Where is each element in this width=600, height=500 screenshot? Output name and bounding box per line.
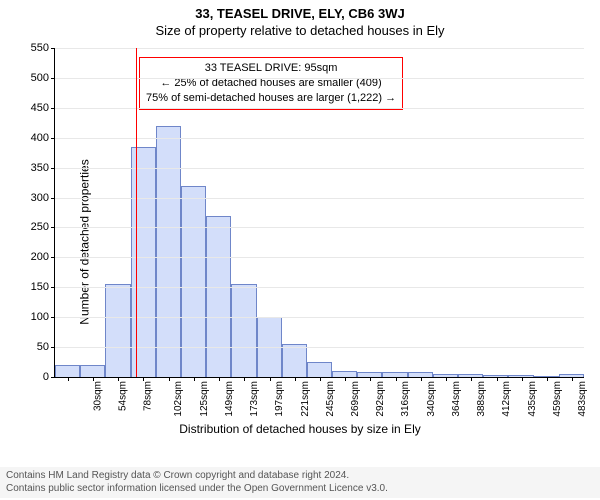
x-tick-mark: [244, 377, 245, 381]
y-tick-label: 500: [31, 72, 55, 84]
histogram-bar: [105, 284, 130, 377]
x-tick-label: 221sqm: [300, 381, 311, 417]
x-tick-mark: [68, 377, 69, 381]
x-tick-mark: [295, 377, 296, 381]
marker-reference-line: [136, 48, 137, 377]
gridline-h: [55, 78, 584, 79]
x-tick-mark: [446, 377, 447, 381]
y-tick-label: 450: [31, 102, 55, 114]
x-tick-label: 388sqm: [476, 381, 487, 417]
x-tick-mark: [421, 377, 422, 381]
x-tick-mark: [194, 377, 195, 381]
annotation-line: 33 TEASEL DRIVE: 95sqm: [146, 61, 396, 76]
gridline-h: [55, 108, 584, 109]
x-tick-label: 78sqm: [143, 381, 154, 411]
histogram-bar: [131, 147, 156, 377]
y-tick-label: 100: [31, 311, 55, 323]
x-tick-mark: [471, 377, 472, 381]
plot-area: 33 TEASEL DRIVE: 95sqm← 25% of detached …: [54, 48, 584, 378]
x-tick-mark: [370, 377, 371, 381]
histogram-bar: [206, 216, 231, 378]
x-tick-label: 459sqm: [552, 381, 563, 417]
x-tick-mark: [93, 377, 94, 381]
x-tick-label: 364sqm: [451, 381, 462, 417]
x-tick-mark: [497, 377, 498, 381]
gridline-h: [55, 287, 584, 288]
x-tick-label: 102sqm: [173, 381, 184, 417]
x-tick-label: 125sqm: [199, 381, 210, 417]
x-tick-label: 292sqm: [375, 381, 386, 417]
x-tick-label: 149sqm: [224, 381, 235, 417]
x-tick-label: 316sqm: [401, 381, 412, 417]
x-tick-mark: [572, 377, 573, 381]
x-tick-mark: [522, 377, 523, 381]
gridline-h: [55, 227, 584, 228]
y-tick-label: 200: [31, 251, 55, 263]
x-tick-mark: [270, 377, 271, 381]
histogram-bar: [80, 365, 105, 377]
footer-line-2: Contains public sector information licen…: [6, 483, 594, 496]
gridline-h: [55, 48, 584, 49]
x-tick-mark: [143, 377, 144, 381]
histogram-bar: [307, 362, 332, 377]
title-subtitle: Size of property relative to detached ho…: [0, 21, 600, 38]
gridline-h: [55, 317, 584, 318]
x-tick-mark: [547, 377, 548, 381]
gridline-h: [55, 168, 584, 169]
annotation-line: 75% of semi-detached houses are larger (…: [146, 91, 396, 106]
histogram-bar: [55, 365, 80, 377]
x-tick-label: 412sqm: [502, 381, 513, 417]
y-tick-label: 50: [37, 341, 55, 353]
x-tick-label: 483sqm: [577, 381, 588, 417]
x-tick-label: 54sqm: [117, 381, 128, 411]
footer-line-1: Contains HM Land Registry data © Crown c…: [6, 470, 594, 483]
histogram-bar: [181, 186, 206, 377]
annotation-box: 33 TEASEL DRIVE: 95sqm← 25% of detached …: [139, 57, 403, 110]
footer: Contains HM Land Registry data © Crown c…: [0, 467, 600, 498]
x-tick-mark: [169, 377, 170, 381]
x-tick-label: 340sqm: [426, 381, 437, 417]
title-main: 33, TEASEL DRIVE, ELY, CB6 3WJ: [0, 0, 600, 21]
gridline-h: [55, 198, 584, 199]
x-tick-mark: [320, 377, 321, 381]
histogram-bar: [231, 284, 256, 377]
x-tick-label: 197sqm: [274, 381, 285, 417]
x-tick-label: 245sqm: [325, 381, 336, 417]
histogram-bar: [559, 374, 584, 377]
y-tick-label: 350: [31, 162, 55, 174]
x-tick-mark: [219, 377, 220, 381]
x-axis-label: Distribution of detached houses by size …: [0, 422, 600, 436]
x-tick-mark: [118, 377, 119, 381]
y-tick-label: 300: [31, 192, 55, 204]
x-tick-label: 173sqm: [249, 381, 260, 417]
y-tick-label: 0: [43, 371, 55, 383]
histogram-bar: [282, 344, 307, 377]
histogram-bar: [156, 126, 181, 377]
chart-container: Number of detached properties 33 TEASEL …: [0, 42, 600, 442]
gridline-h: [55, 138, 584, 139]
x-tick-mark: [396, 377, 397, 381]
x-tick-label: 435sqm: [527, 381, 538, 417]
x-tick-label: 269sqm: [350, 381, 361, 417]
gridline-h: [55, 257, 584, 258]
y-tick-label: 400: [31, 132, 55, 144]
y-tick-label: 150: [31, 281, 55, 293]
y-tick-label: 550: [31, 42, 55, 54]
x-tick-label: 30sqm: [92, 381, 103, 411]
gridline-h: [55, 347, 584, 348]
y-tick-label: 250: [31, 221, 55, 233]
x-tick-mark: [345, 377, 346, 381]
